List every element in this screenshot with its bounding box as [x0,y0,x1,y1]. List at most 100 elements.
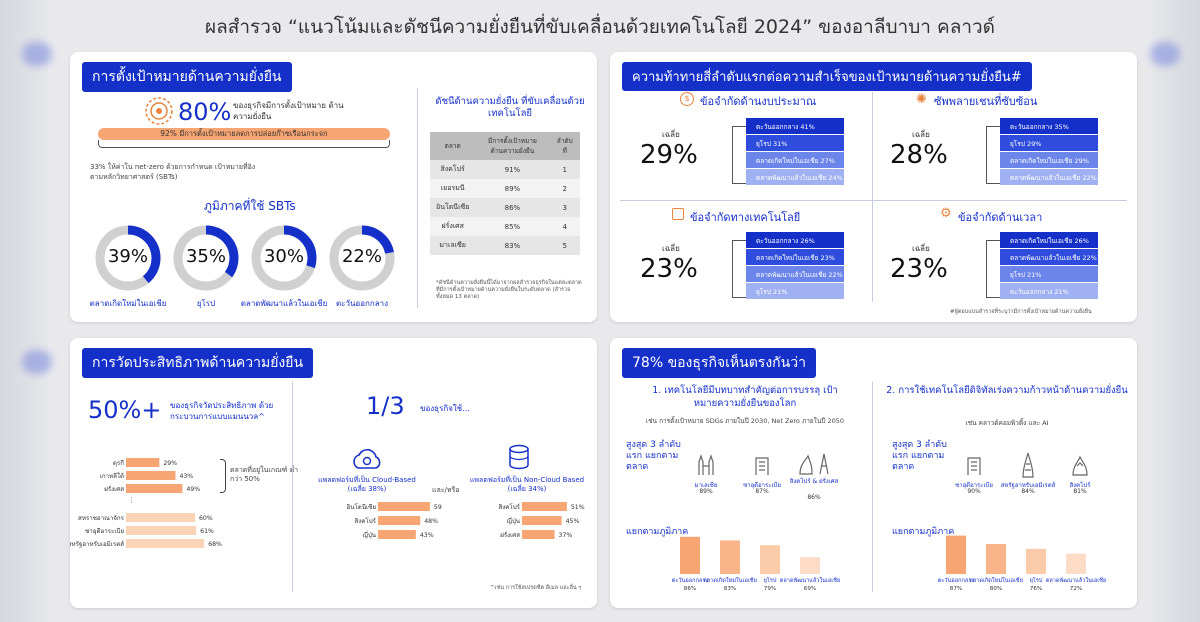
top3-value: 87% [755,488,769,495]
bar-row: ตะวันออกกลาง 26% [746,232,844,248]
panel-measurement: การวัดประสิทธิภาพด้านความยั่งยืน 50%+ ขอ… [70,338,597,608]
cloud-bars-chart: อินโดนีเซีย 59% สิงคโปร์ 48% ญี่ปุ่น 43% [346,502,442,539]
manual-big-desc: ของธุรกิจวัดประสิทธิภาพ ด้วยกระบวนการแบบ… [170,401,274,421]
panel-title: 78% ของธุรกิจเห็นตรงกันว่า [622,348,816,378]
top3-label: สิงคโปร์ & ฝรั่งเศส [789,478,839,485]
net-zero-note: 33% ให้ค่าใน net-zero ด้วยการกำหนด เป้าห… [90,163,256,181]
right-sub: เช่น คลาวด์คอมพิวติ้ง และ AI [965,419,1049,427]
donut-arc [173,225,239,291]
region-label: ตะวันออกกลาง [938,577,975,584]
challenge-avg: 28% [890,140,948,170]
table-cell: 1 [549,160,580,179]
bar-row: ตลาดพัฒนาแล้วในเอเชีย 22% [1000,169,1098,185]
bar [126,458,160,467]
panel-challenges: ความท้าทายสี่ลำดับแรกต่อความสำเร็จของเป้… [610,52,1137,322]
bar-row: ตะวันออกกลาง 35% [1000,118,1098,134]
donut-chart [95,225,161,291]
region-label: ตลาดพัฒนาแล้วในเอเชีย [1046,577,1107,584]
bar-row: ตะวันออกกลาง 21% [1000,283,1098,299]
challenge-bars: ตะวันออกกลาง 35% ยุโรป 29% ตลาดเกิดใหม่ใ… [1000,118,1098,186]
donut-value: 39% [107,246,148,267]
bracket [98,140,390,148]
bar-label: ฝรั่งเศส [500,531,520,539]
bar-row: ตลาดพัฒนาแล้วในเอเชีย 24% [746,169,844,185]
bar-row: ยุโรป 29% [1000,135,1098,151]
database-icon [509,444,529,470]
target-icon [145,97,173,125]
region-value: 80% [990,586,1002,592]
donut-label: ตะวันออกกลาง [335,299,389,308]
top3-item [1016,452,1040,482]
table-row: เยอรมนี 89% 2 [430,179,580,198]
bar-row: ยุโรป 31% [746,135,844,151]
one-third-desc: ของธุรกิจใช้... [420,404,470,413]
bar [378,516,421,525]
table-cell: 89% [475,179,550,198]
avg-label: เฉลี่ย [912,130,930,139]
bar-value: 61% [200,528,214,535]
gear-clock-icon: ⚙ [940,206,952,221]
left-heading: 1. เทคโนโลยีมีบทบาทสำคัญต่อการบรรลุ เป้า… [652,385,838,409]
bar-label: ฝรั่งเศส [104,485,124,493]
ghg-bar: 92% มีการตั้งเป้าหมายลดการปล่อยก๊าซเรือน… [98,128,390,140]
network-icon: ✺ [916,92,927,107]
panel-title: การวัดประสิทธิภาพด้านความยั่งยืน [82,348,314,378]
donut-value: 35% [185,246,226,267]
bar [522,502,567,511]
bar-label: ญี่ปุ่น [507,517,521,525]
bar-label: อินโดนีเซีย [346,503,376,511]
avg-label: เฉลี่ย [912,244,930,253]
left-region-title: แยกตามภูมิภาค [626,527,689,537]
left-top3-title: สูงสุด 3 ลำดับแรก แยกตามตลาด [626,440,681,472]
table-cell: สิงคโปร์ [430,160,476,179]
region-label: ตลาดเกิดใหม่ในเอเชีย [703,577,757,584]
index-table: ตลาด มีการตั้งเป้าหมาย ด้านความยั่งยืน ล… [430,132,580,255]
table-cell: มาเลเซีย [430,236,476,255]
right-heading: 2. การใช้เทคโนโลยีดิจิทัลเร่งความก้าวหน้… [886,385,1128,396]
challenge-avg: 23% [640,254,698,284]
bracket [732,126,746,184]
table-header: มีการตั้งเป้าหมาย ด้านความยั่งยืน [475,132,550,160]
bracket [732,240,746,298]
donut-arc [329,225,395,291]
top3-value: 86% [807,494,821,501]
bar [126,526,197,535]
bracket [986,240,1000,298]
panel-title: การตั้งเป้าหมายด้านความยั่งยืน [82,62,292,92]
region-value: 87% [950,586,962,592]
divider [872,92,873,302]
bar [378,530,416,539]
top3-item [750,454,774,480]
region-bar [760,545,780,574]
top3-item [1068,454,1092,480]
donut-value: 30% [263,246,304,267]
region-value: 76% [1030,586,1042,592]
table-header: ตลาด [430,132,476,160]
panel-agreement: 78% ของธุรกิจเห็นตรงกันว่า 1. เทคโนโลยีม… [610,338,1137,608]
challenge-avg: 29% [640,140,698,170]
noncloud-bars-chart: สิงคโปร์ 51% ญี่ปุ่น 45% ฝรั่งเศส 37% [498,502,585,539]
bar [522,530,555,539]
bar-row: ตลาดเกิดใหม่ในเอเชีย 29% [1000,152,1098,168]
bar-value: 49% [186,486,200,493]
table-cell: อินโดนีเซีย [430,198,476,217]
and-or: และ/หรือ [432,486,460,494]
challenge-bars: ตะวันออกกลาง 41% ยุโรป 31% ตลาดเกิดใหม่ใ… [746,118,844,186]
region-label: ยุโรป [764,576,777,584]
top3-item [794,450,834,480]
table-row: สิงคโปร์ 91% 1 [430,160,580,179]
table-cell: 5 [549,236,580,255]
left-region-chart: ตะวันออกกลาง 86% ตลาดเกิดใหม่ในเอเชีย 83% ยุ… [672,536,840,592]
bar-value: 43% [179,473,193,480]
region-value: 72% [1070,586,1082,592]
table-header: ลำดับที่ [549,132,580,160]
region-bar [1026,548,1046,574]
table-row: ฝรั่งเศส 85% 4 [430,217,580,236]
bar-row: ยุโรป 21% [1000,266,1098,282]
challenge-bars: ตะวันออกกลาง 26% ตลาดเกิดใหม่ในเอเชีย 23… [746,232,844,300]
page-title: ผลสำรวจ “แนวโน้มและดัชนีความยั่งยืนที่ขั… [204,16,996,38]
merlion-tower-icon [799,453,829,475]
bar-label: ซาอุดีอาระเบีย [85,527,124,535]
bar-value: 48% [424,518,438,525]
bar-label: สิงคโปร์ [354,517,376,525]
